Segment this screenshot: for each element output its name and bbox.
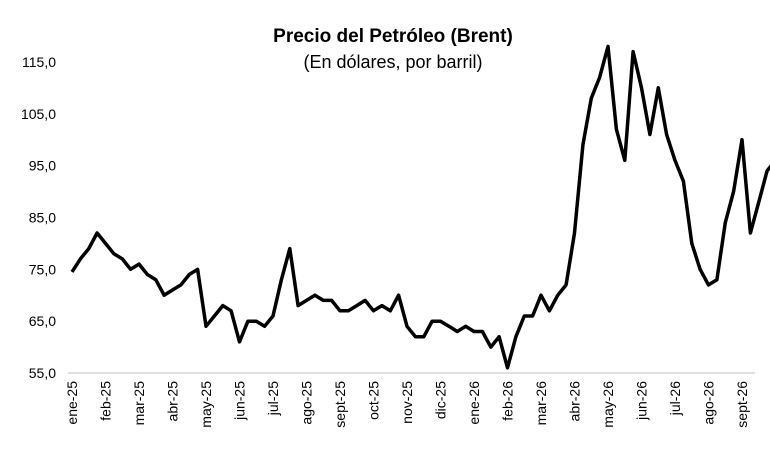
y-tick-label: 65,0 — [29, 313, 56, 329]
x-tick-label: abr-25 — [165, 381, 181, 422]
x-tick-label: jun-25 — [232, 381, 248, 421]
y-tick-label: 95,0 — [29, 158, 56, 174]
y-tick-label: 55,0 — [29, 365, 56, 381]
x-tick-label: may-25 — [198, 381, 214, 428]
x-tick-label: mar-26 — [533, 381, 549, 426]
y-tick-label: 105,0 — [21, 106, 56, 122]
x-tick-label: feb-25 — [98, 381, 114, 421]
chart-subtitle: (En dólares, por barril) — [303, 52, 482, 72]
x-tick-label: nov-25 — [399, 381, 415, 424]
x-tick-label: sept-25 — [332, 381, 348, 428]
x-tick-label: ago-25 — [299, 381, 315, 425]
x-tick-label: ene-25 — [64, 381, 80, 425]
x-tick-label: abr-26 — [567, 381, 583, 422]
x-tick-label: mar-25 — [131, 381, 147, 426]
x-tick-label: dic-25 — [433, 381, 449, 419]
x-tick-label: oct-25 — [366, 381, 382, 420]
x-tick-label: feb-26 — [500, 381, 516, 421]
x-tick-label: ene-26 — [466, 381, 482, 425]
y-tick-label: 115,0 — [22, 54, 56, 70]
y-tick-label: 75,0 — [29, 261, 56, 277]
x-tick-label: ago-26 — [701, 381, 717, 425]
x-tick-label: jun-26 — [634, 381, 650, 421]
x-tick-label: jul-25 — [265, 381, 281, 416]
x-tick-label: jul-26 — [667, 381, 683, 416]
chart-title: Precio del Petróleo (Brent) — [273, 26, 513, 47]
x-tick-label: sept-26 — [734, 381, 750, 428]
x-tick-label: may-26 — [600, 381, 616, 428]
data-line — [70, 44, 770, 370]
y-tick-label: 85,0 — [29, 209, 56, 225]
